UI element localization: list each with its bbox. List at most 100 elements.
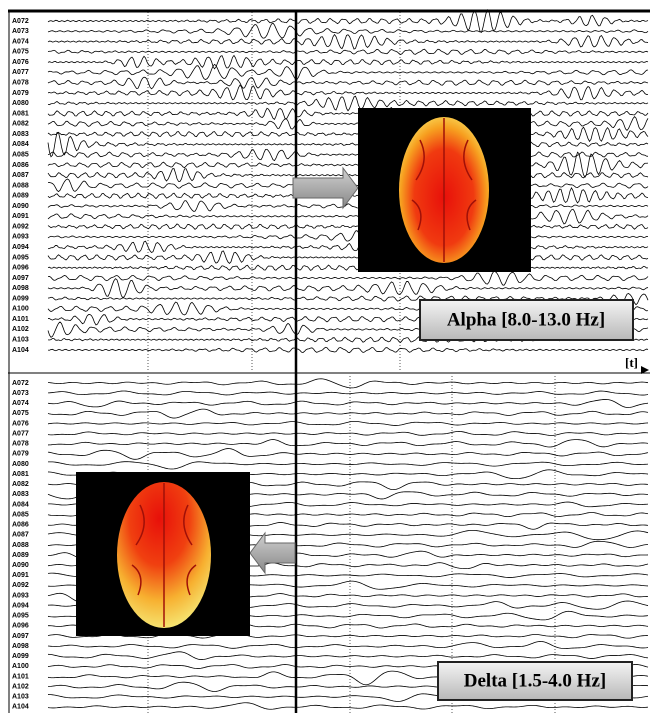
channel-label: A084 bbox=[12, 501, 29, 508]
channel-label: A084 bbox=[12, 141, 29, 148]
eeg-trace bbox=[48, 703, 648, 709]
eeg-trace bbox=[48, 108, 648, 120]
eeg-trace bbox=[48, 224, 648, 229]
channel-label: A079 bbox=[12, 90, 29, 97]
channel-label: A097 bbox=[12, 633, 29, 640]
eeg-figure: A072 A073 A074 A075 A076 A077 A078 A079 A080 A081… bbox=[0, 0, 650, 713]
channel-label: A072 bbox=[12, 18, 29, 25]
channel-label: A097 bbox=[12, 275, 29, 282]
channel-label: A090 bbox=[12, 203, 29, 210]
channel-label: A095 bbox=[12, 613, 29, 620]
channel-label: A093 bbox=[12, 592, 29, 599]
channel-label: A086 bbox=[12, 162, 29, 169]
eeg-trace bbox=[48, 77, 648, 89]
eeg-trace bbox=[48, 421, 648, 425]
channel-label: A093 bbox=[12, 234, 29, 241]
channel-label: A091 bbox=[12, 572, 29, 579]
channel-label: A101 bbox=[12, 316, 29, 323]
channel-label: A079 bbox=[12, 451, 29, 458]
channel-label: A080 bbox=[12, 100, 29, 107]
channel-label: A076 bbox=[12, 59, 29, 66]
channel-label: A082 bbox=[12, 481, 29, 488]
arrow bbox=[250, 533, 295, 573]
eeg-trace bbox=[48, 399, 648, 407]
channel-label: A077 bbox=[12, 69, 29, 76]
eeg-trace bbox=[48, 652, 648, 660]
eeg-trace bbox=[48, 379, 648, 388]
eeg-trace bbox=[48, 55, 648, 68]
channel-label: A076 bbox=[12, 420, 29, 427]
channel-label: A103 bbox=[12, 337, 29, 344]
channel-label: A089 bbox=[12, 193, 29, 200]
channel-label: A104 bbox=[12, 704, 29, 711]
eeg-trace bbox=[48, 391, 648, 395]
channel-label: A078 bbox=[12, 80, 29, 87]
channel-label: A098 bbox=[12, 285, 29, 292]
channel-label: A101 bbox=[12, 673, 29, 680]
eeg-trace bbox=[48, 85, 648, 100]
channel-label: A100 bbox=[12, 306, 29, 313]
eeg-trace bbox=[48, 117, 648, 131]
channel-label: A100 bbox=[12, 663, 29, 670]
channel-label: A080 bbox=[12, 461, 29, 468]
channel-label: A102 bbox=[12, 683, 29, 690]
channel-label: A086 bbox=[12, 522, 29, 529]
channel-label: A094 bbox=[12, 244, 29, 251]
channel-label: A090 bbox=[12, 562, 29, 569]
eeg-trace bbox=[48, 96, 648, 111]
eeg-trace bbox=[48, 462, 648, 469]
channel-label: A087 bbox=[12, 172, 29, 179]
channel-label: A103 bbox=[12, 694, 29, 701]
eeg-trace bbox=[48, 271, 648, 285]
eeg-trace bbox=[48, 449, 648, 460]
eeg-trace bbox=[48, 127, 648, 141]
channel-label: A099 bbox=[12, 295, 29, 302]
eeg-trace bbox=[48, 152, 648, 177]
time-axis-label: [t] bbox=[625, 355, 638, 370]
eeg-trace bbox=[48, 431, 648, 435]
eeg-trace bbox=[48, 440, 648, 447]
channel-label: A082 bbox=[12, 121, 29, 128]
channel-label: A083 bbox=[12, 491, 29, 498]
channel-label: A074 bbox=[12, 38, 29, 45]
channel-label: A078 bbox=[12, 441, 29, 448]
eeg-trace bbox=[48, 229, 648, 245]
channel-label: A098 bbox=[12, 643, 29, 650]
eeg-trace bbox=[48, 201, 648, 212]
eeg-trace bbox=[48, 641, 648, 648]
channel-label: A095 bbox=[12, 254, 29, 261]
channel-label: A085 bbox=[12, 151, 29, 158]
eeg-trace bbox=[48, 279, 648, 298]
eeg-trace bbox=[48, 148, 648, 162]
channel-label: A088 bbox=[12, 542, 29, 549]
channel-label: A088 bbox=[12, 182, 29, 189]
channel-label: A073 bbox=[12, 28, 29, 35]
channel-label: A096 bbox=[12, 623, 29, 630]
channel-label: A102 bbox=[12, 326, 29, 333]
channel-labels: A072 A073 A074 A075 A076 A077 A078 A079 A080 A081… bbox=[12, 18, 29, 711]
channel-label: A077 bbox=[12, 430, 29, 437]
eeg-trace bbox=[48, 10, 648, 33]
band-label: Delta [1.5-4.0 Hz] bbox=[464, 670, 606, 691]
eeg-trace bbox=[48, 35, 648, 49]
eeg-trace bbox=[48, 208, 648, 224]
channel-label: A094 bbox=[12, 602, 29, 609]
eeg-trace bbox=[48, 23, 648, 38]
channel-label: A081 bbox=[12, 471, 29, 478]
band-label: Alpha [8.0-13.0 Hz] bbox=[447, 309, 605, 330]
channel-label: A089 bbox=[12, 552, 29, 559]
channel-label: A075 bbox=[12, 410, 29, 417]
channel-label: A083 bbox=[12, 131, 29, 138]
channel-label: A092 bbox=[12, 223, 29, 230]
channel-label: A085 bbox=[12, 511, 29, 518]
channel-label: A081 bbox=[12, 110, 29, 117]
channel-label: A075 bbox=[12, 49, 29, 56]
channel-label: A074 bbox=[12, 400, 29, 407]
eeg-trace bbox=[48, 240, 648, 255]
eeg-trace bbox=[48, 49, 648, 54]
channel-label: A096 bbox=[12, 265, 29, 272]
eeg-trace bbox=[48, 347, 648, 352]
channel-label: A087 bbox=[12, 532, 29, 539]
channel-label: A091 bbox=[12, 213, 29, 220]
channel-label: A099 bbox=[12, 653, 29, 660]
